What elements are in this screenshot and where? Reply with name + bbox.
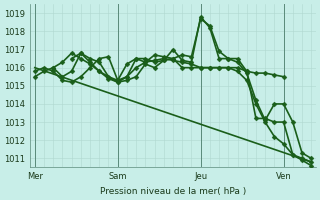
X-axis label: Pression niveau de la mer( hPa ): Pression niveau de la mer( hPa ) bbox=[100, 187, 246, 196]
